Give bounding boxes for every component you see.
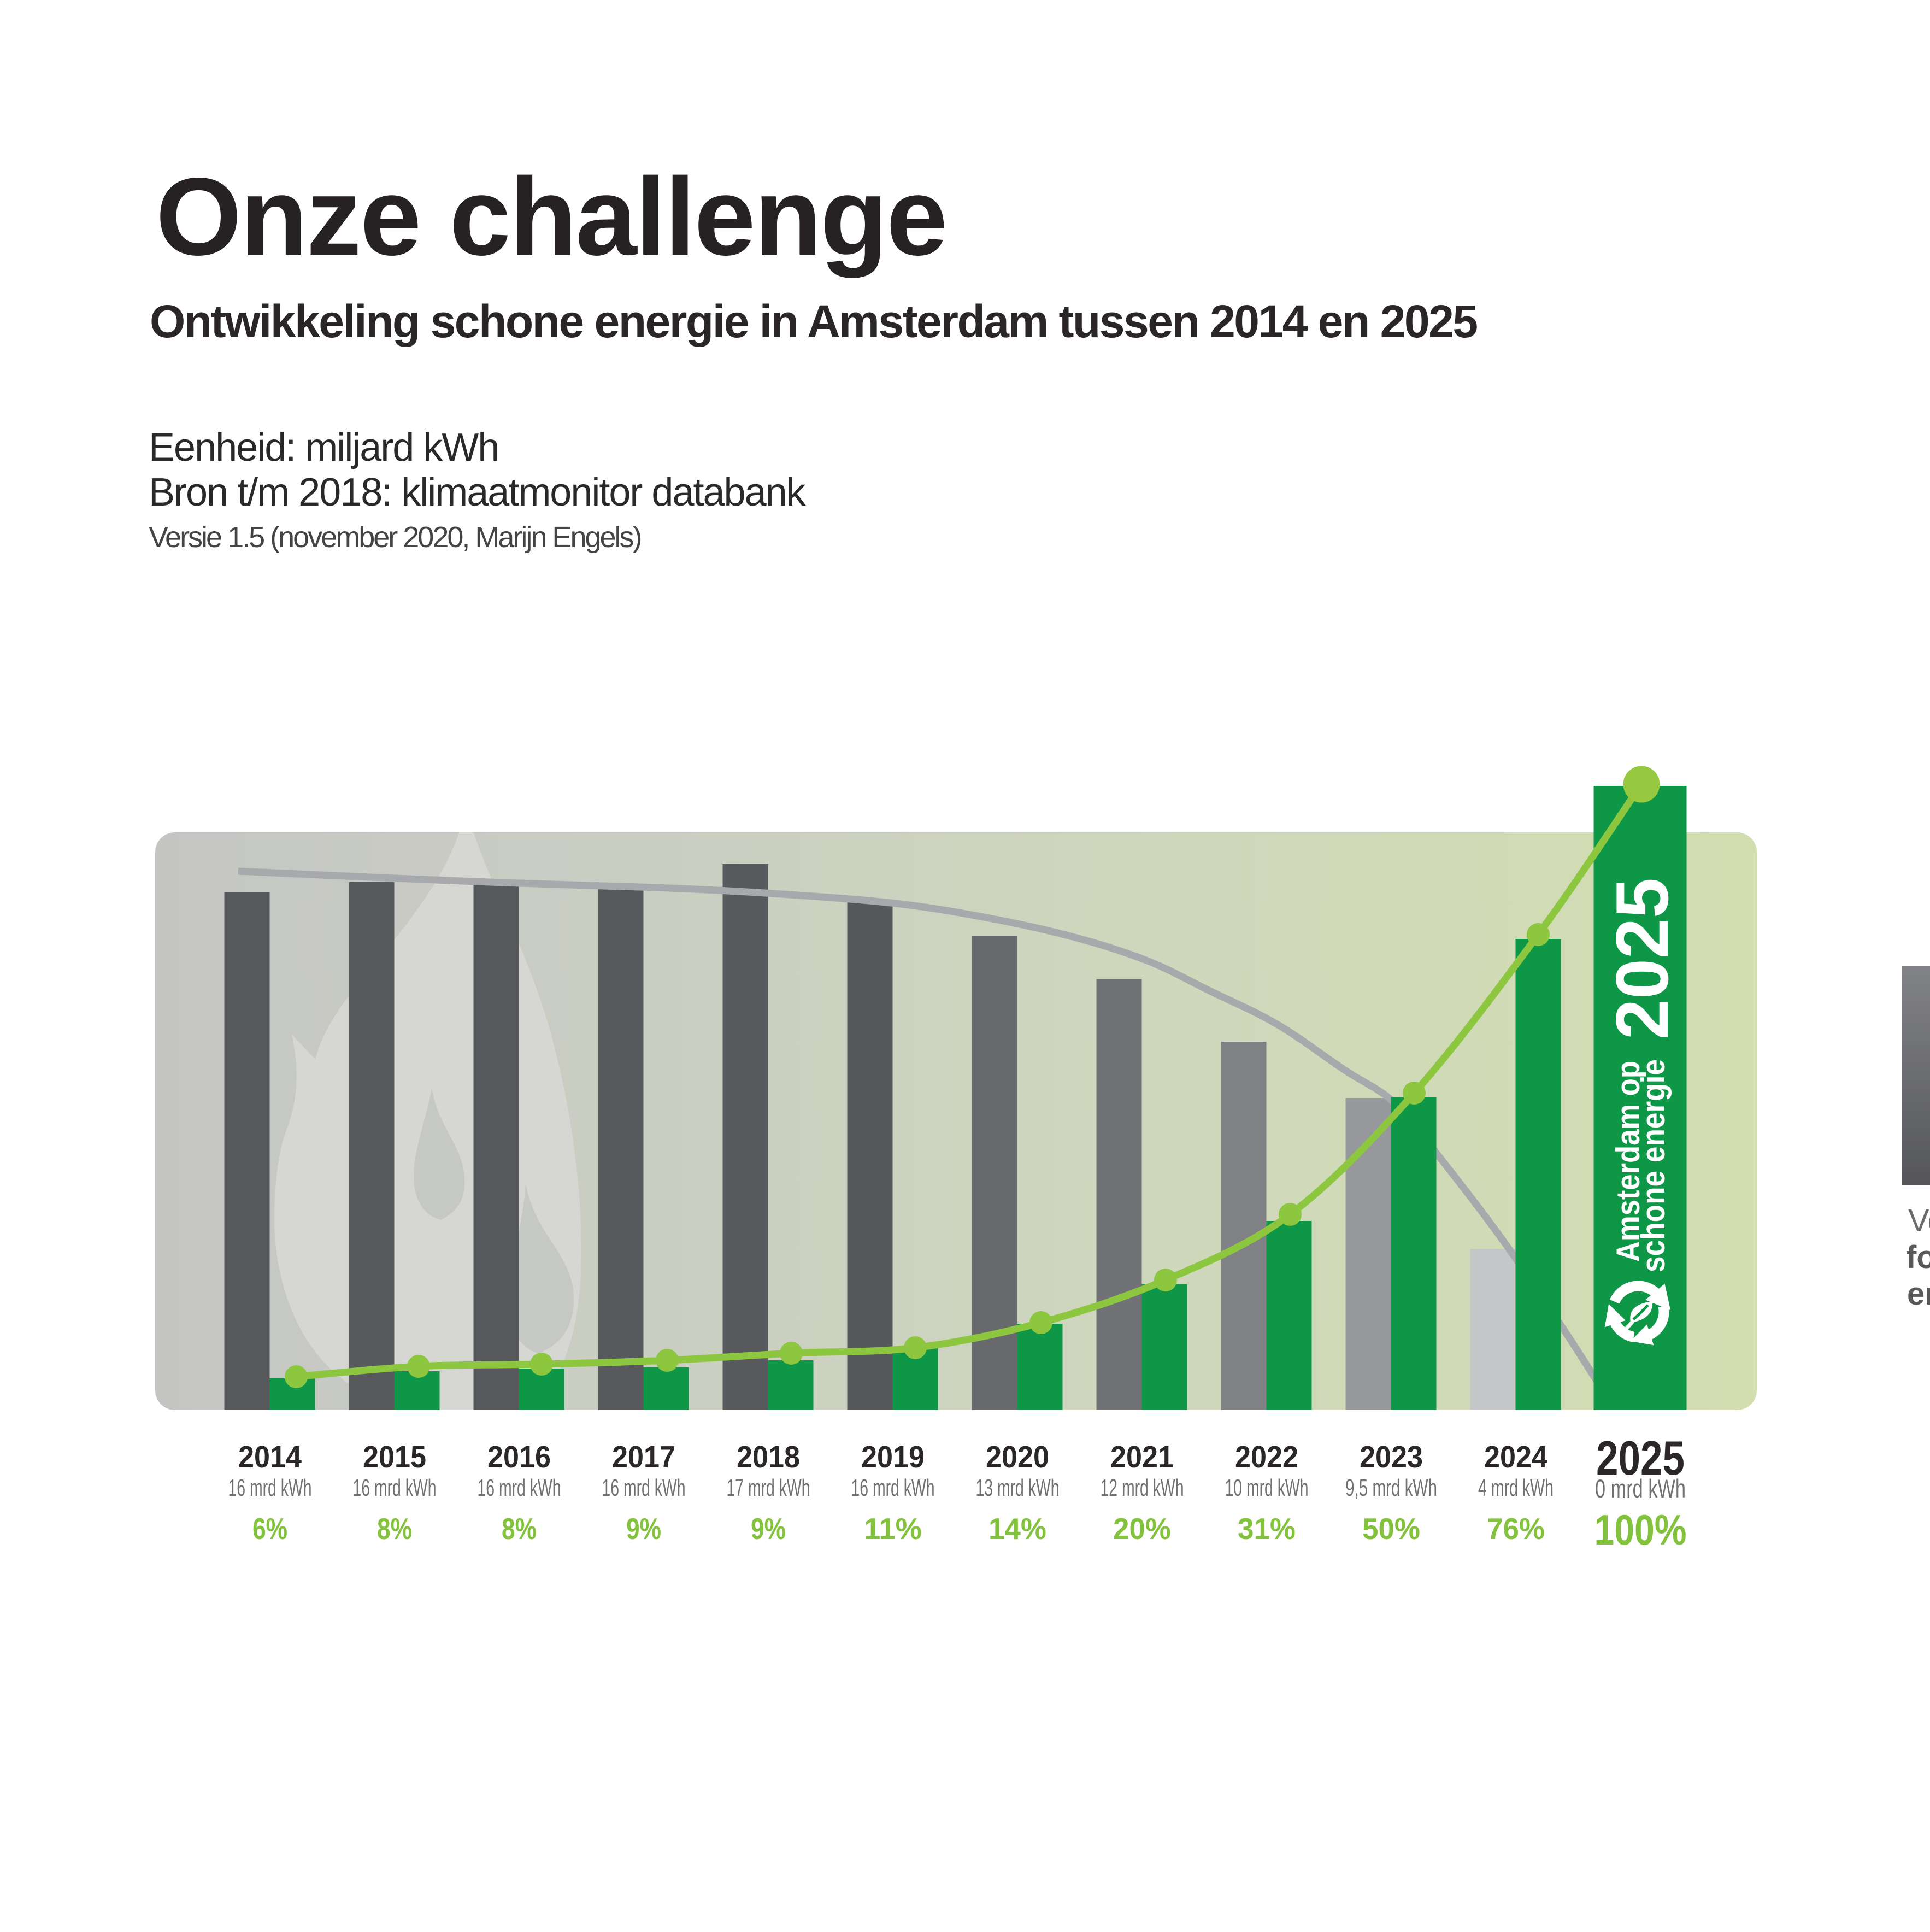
- svg-text:31%: 31%: [1238, 1512, 1296, 1546]
- svg-text:76%: 76%: [1487, 1512, 1545, 1546]
- svg-text:Amsterdam op: Amsterdam op: [1610, 1061, 1646, 1262]
- svg-text:16 mrd kWh: 16 mrd kWh: [851, 1475, 935, 1501]
- svg-text:8%: 8%: [377, 1512, 412, 1546]
- svg-text:2024: 2024: [1484, 1440, 1547, 1475]
- svg-text:2015: 2015: [363, 1440, 426, 1475]
- svg-text:16 mrd kWh: 16 mrd kWh: [478, 1475, 561, 1501]
- svg-text:9%: 9%: [626, 1512, 661, 1546]
- svg-text:8%: 8%: [502, 1512, 537, 1546]
- svg-text:schone energie: schone energie: [1635, 1059, 1672, 1272]
- svg-text:2016: 2016: [487, 1440, 551, 1475]
- svg-text:100%: 100%: [1594, 1506, 1687, 1554]
- svg-text:2025: 2025: [1596, 1431, 1685, 1485]
- svg-text:energie: energie: [1907, 1276, 1930, 1312]
- svg-text:20%: 20%: [1113, 1512, 1171, 1546]
- svg-text:17 mrd kWh: 17 mrd kWh: [727, 1475, 810, 1501]
- svg-text:16 mrd kWh: 16 mrd kWh: [353, 1475, 437, 1501]
- svg-text:16 mrd kWh: 16 mrd kWh: [228, 1475, 312, 1501]
- svg-text:12 mrd kWh: 12 mrd kWh: [1101, 1475, 1184, 1501]
- svg-text:2014: 2014: [238, 1440, 302, 1475]
- svg-text:16 mrd kWh: 16 mrd kWh: [602, 1475, 686, 1501]
- svg-text:14%: 14%: [988, 1512, 1046, 1546]
- svg-text:10 mrd kWh: 10 mrd kWh: [1225, 1475, 1309, 1501]
- svg-text:2019: 2019: [861, 1440, 925, 1475]
- svg-text:0 mrd kWh: 0 mrd kWh: [1595, 1474, 1686, 1503]
- svg-text:2022: 2022: [1235, 1440, 1298, 1475]
- svg-text:11%: 11%: [864, 1512, 922, 1546]
- svg-text:Verbruik: Verbruik: [1908, 1203, 1930, 1238]
- svg-text:2023: 2023: [1360, 1440, 1423, 1475]
- svg-text:50%: 50%: [1362, 1512, 1420, 1546]
- svg-text:6%: 6%: [252, 1512, 287, 1546]
- svg-text:13 mrd kWh: 13 mrd kWh: [976, 1475, 1060, 1501]
- svg-text:2021: 2021: [1110, 1440, 1174, 1475]
- svg-text:4 mrd kWh: 4 mrd kWh: [1478, 1475, 1554, 1501]
- svg-text:9,5 mrd kWh: 9,5 mrd kWh: [1345, 1475, 1437, 1501]
- svg-text:9%: 9%: [751, 1512, 786, 1546]
- svg-text:2025: 2025: [1601, 878, 1684, 1040]
- svg-text:2020: 2020: [986, 1440, 1049, 1475]
- svg-text:2017: 2017: [612, 1440, 675, 1475]
- svg-text:fossiele: fossiele: [1906, 1240, 1930, 1275]
- svg-text:2018: 2018: [737, 1440, 800, 1475]
